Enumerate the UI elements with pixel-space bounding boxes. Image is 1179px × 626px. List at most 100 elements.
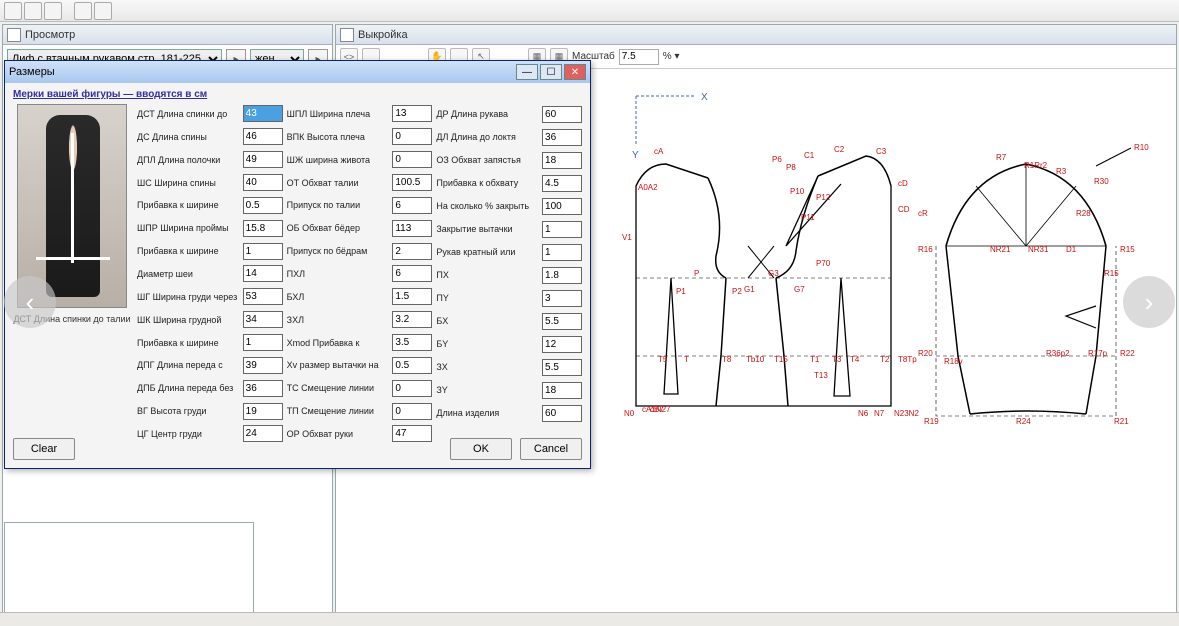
preview-title-text: Просмотр xyxy=(25,29,75,41)
svg-text:R7: R7 xyxy=(996,153,1007,162)
measure-input[interactable] xyxy=(392,128,432,145)
measure-input[interactable] xyxy=(542,175,582,192)
measure-input[interactable] xyxy=(392,288,432,305)
measure-input[interactable] xyxy=(243,243,283,260)
measure-input[interactable] xyxy=(243,403,283,420)
measure-input[interactable] xyxy=(243,174,283,191)
measure-input[interactable] xyxy=(243,128,283,145)
svg-text:N23N2: N23N2 xyxy=(894,409,919,418)
close-button[interactable]: ✕ xyxy=(564,64,586,80)
measure-row: ДР Длина рукава xyxy=(436,104,582,124)
measure-label: ШГ Ширина груди через xyxy=(137,292,240,302)
toolbar-button[interactable] xyxy=(44,2,62,20)
measure-input[interactable] xyxy=(542,382,582,399)
ok-button[interactable]: OK xyxy=(450,438,512,460)
measure-row: ДЛ Длина до локтя xyxy=(436,127,582,147)
measure-label: Диаметр шеи xyxy=(137,269,240,279)
svg-text:R16: R16 xyxy=(918,245,933,254)
measure-label: ОБ Обхват бёдер xyxy=(287,223,390,233)
measure-label: Прибавка к ширине xyxy=(137,200,240,210)
svg-text:P10: P10 xyxy=(790,187,805,196)
svg-text:P6: P6 xyxy=(772,155,782,164)
status-bar xyxy=(0,612,1179,626)
measure-input[interactable] xyxy=(392,380,432,397)
dialog-titlebar[interactable]: Размеры — ☐ ✕ xyxy=(5,61,590,83)
svg-text:C2: C2 xyxy=(834,145,845,154)
measure-input[interactable] xyxy=(243,357,283,374)
measure-label: БX xyxy=(436,316,539,326)
measure-input[interactable] xyxy=(542,290,582,307)
svg-text:Tb10: Tb10 xyxy=(746,355,765,364)
measure-row: Прибавка к обхвату xyxy=(436,173,582,193)
measure-row: Xv размер вытачки на xyxy=(287,355,433,375)
measure-input[interactable] xyxy=(243,265,283,282)
measure-input[interactable] xyxy=(243,105,283,122)
measure-input[interactable] xyxy=(392,265,432,282)
measure-input[interactable] xyxy=(243,380,283,397)
toolbar-button[interactable] xyxy=(74,2,92,20)
measure-row: Диаметр шеи xyxy=(137,264,283,284)
measure-label: Рукав кратный или xyxy=(436,247,539,257)
measure-input[interactable] xyxy=(392,243,432,260)
dialog-header-link[interactable]: Мерки вашей фигуры — вводятся в см xyxy=(13,89,582,100)
next-nav-button[interactable]: › xyxy=(1123,276,1175,328)
measure-input[interactable] xyxy=(542,267,582,284)
measure-input[interactable] xyxy=(542,106,582,123)
measure-input[interactable] xyxy=(542,336,582,353)
clear-button[interactable]: Clear xyxy=(13,438,75,460)
measure-input[interactable] xyxy=(392,151,432,168)
measure-input[interactable] xyxy=(243,334,283,351)
measure-input[interactable] xyxy=(243,288,283,305)
measure-label: ШК Ширина грудной xyxy=(137,315,240,325)
measure-input[interactable] xyxy=(542,359,582,376)
pattern-title-text: Выкройка xyxy=(358,29,408,41)
measure-row: ЗX xyxy=(436,357,582,377)
measure-input[interactable] xyxy=(392,403,432,420)
svg-text:D1: D1 xyxy=(1066,245,1077,254)
measure-row: ДСТ Длина спинки до xyxy=(137,104,283,124)
measure-row: ПХЛ xyxy=(287,264,433,284)
measure-input[interactable] xyxy=(243,220,283,237)
measure-input[interactable] xyxy=(243,311,283,328)
measure-input[interactable] xyxy=(542,244,582,261)
prev-nav-button[interactable]: ‹ xyxy=(4,276,56,328)
toolbar-button[interactable] xyxy=(94,2,112,20)
measure-label: ДСТ Длина спинки до xyxy=(137,109,240,119)
svg-text:R20: R20 xyxy=(918,349,933,358)
measure-label: ОТ Обхват талии xyxy=(287,178,390,188)
measure-input[interactable] xyxy=(542,221,582,238)
measure-label: ПX xyxy=(436,270,539,280)
measure-row: БY xyxy=(436,334,582,354)
measure-input[interactable] xyxy=(542,405,582,422)
preview-panel-title: Просмотр xyxy=(3,25,332,45)
measure-input[interactable] xyxy=(542,129,582,146)
toolbar-button[interactable] xyxy=(4,2,22,20)
measure-input[interactable] xyxy=(542,313,582,330)
svg-text:T5: T5 xyxy=(658,355,668,364)
measure-label: ЗX xyxy=(436,362,539,372)
measure-input[interactable] xyxy=(542,198,582,215)
measure-input[interactable] xyxy=(243,151,283,168)
svg-text:R18v: R18v xyxy=(944,357,963,366)
measure-input[interactable] xyxy=(392,357,432,374)
measure-row: Прибавка к ширине xyxy=(137,241,283,261)
cancel-button[interactable]: Cancel xyxy=(520,438,582,460)
measure-input[interactable] xyxy=(392,197,432,214)
measure-input[interactable] xyxy=(392,311,432,328)
scale-input[interactable] xyxy=(619,49,659,65)
svg-text:T8Tp: T8Tp xyxy=(898,355,917,364)
svg-text:R24: R24 xyxy=(1016,417,1031,426)
measure-input[interactable] xyxy=(392,220,432,237)
measure-input[interactable] xyxy=(392,334,432,351)
svg-text:G3: G3 xyxy=(768,269,779,278)
bottom-preview-pane xyxy=(4,522,254,622)
minimize-button[interactable]: — xyxy=(516,64,538,80)
measure-row: ПX xyxy=(436,265,582,285)
measure-input[interactable] xyxy=(392,174,432,191)
measure-input[interactable] xyxy=(542,152,582,169)
measure-input[interactable] xyxy=(392,105,432,122)
measure-row: ЗХЛ xyxy=(287,310,433,330)
measure-input[interactable] xyxy=(243,197,283,214)
toolbar-button[interactable] xyxy=(24,2,42,20)
maximize-button[interactable]: ☐ xyxy=(540,64,562,80)
